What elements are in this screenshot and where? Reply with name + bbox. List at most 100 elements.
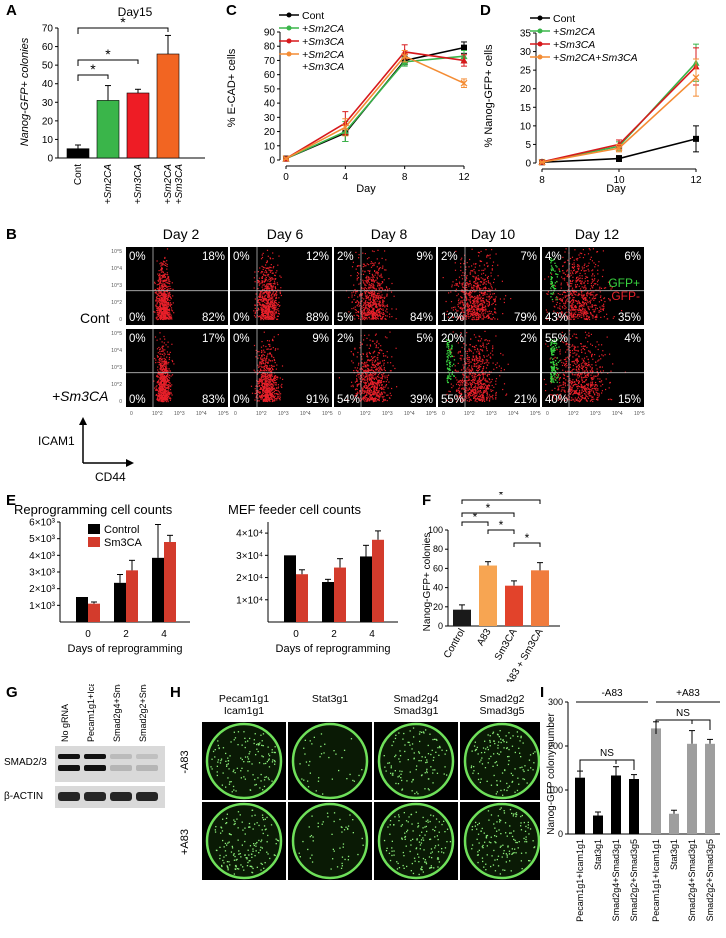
panel-b-dot	[368, 309, 370, 311]
panel-b-dot	[481, 312, 483, 314]
panel-b-dot	[375, 305, 377, 307]
panel-b-dot	[475, 280, 477, 282]
panel-b-dot	[579, 256, 581, 258]
panel-b-dot	[582, 300, 584, 302]
panel-b-dot	[153, 311, 155, 313]
panel-b-dot	[165, 380, 167, 382]
panel-b-ytick-label: 10^4	[111, 348, 122, 354]
panel-b-dot	[573, 269, 575, 271]
panel-b-dot	[266, 315, 268, 317]
panel-b-dot	[466, 284, 468, 286]
panel-b-dot	[156, 339, 158, 341]
panel-b-dot	[163, 380, 165, 382]
panel-b-dot	[165, 396, 167, 398]
panel-b-dot	[479, 281, 481, 283]
panel-b-dot	[358, 362, 360, 364]
panel-b-dot	[160, 293, 162, 295]
panel-b-dot	[380, 318, 382, 320]
panel-b-dot	[269, 393, 271, 395]
panel-b-dot	[567, 274, 569, 276]
panel-b-dot	[587, 312, 589, 315]
panel-b-dot	[264, 287, 266, 289]
panel-b-dot	[495, 253, 497, 255]
panel-b-dot	[583, 305, 585, 307]
panel-b-dot	[259, 391, 261, 393]
panel-b-dot	[475, 308, 477, 310]
panel-b-dot	[494, 318, 496, 320]
panel-b-dot	[265, 374, 267, 376]
panel-b-dot	[571, 287, 574, 289]
panel-b-dot	[571, 300, 573, 302]
panel-b-dot	[160, 392, 162, 394]
panel-b-dot	[267, 378, 270, 380]
panel-b-dot	[266, 261, 268, 263]
panel-b-dot	[277, 376, 279, 378]
panel-b-dot	[160, 377, 162, 379]
panel-b-dot	[583, 294, 585, 296]
panel-b-dot	[258, 298, 260, 301]
panel-b-dot	[273, 266, 275, 268]
panel-b-dot	[579, 280, 581, 282]
panel-b-dot	[464, 287, 467, 289]
panel-b-dot	[165, 312, 167, 314]
panel-b-dot	[162, 364, 164, 367]
panel-b-dot	[372, 314, 374, 316]
panel-b-row-label-cont: Cont	[80, 310, 110, 326]
panel-b-dot	[562, 317, 564, 319]
panel-b-dot	[261, 379, 263, 381]
panel-b-dot	[593, 262, 595, 264]
panel-b-dot	[264, 375, 266, 377]
panel-b-dot	[168, 294, 170, 296]
panel-b-dot	[164, 363, 166, 365]
panel-b-dot	[564, 261, 566, 263]
panel-b-dot	[385, 269, 387, 271]
panel-b-dot	[365, 305, 367, 307]
panel-b-dot	[374, 270, 376, 272]
panel-b-dot	[362, 281, 364, 283]
panel-b-dot	[264, 365, 266, 368]
panel-b-dot	[573, 292, 575, 294]
panel-b-dot	[268, 267, 270, 269]
panel-b-dot	[173, 312, 175, 314]
panel-b-dot	[603, 297, 606, 299]
panel-b-dot	[265, 307, 267, 309]
panel-b-dot	[260, 258, 263, 260]
panel-b-dot	[163, 295, 165, 298]
panel-b-dot	[357, 310, 360, 313]
panel-b-dot	[269, 304, 271, 306]
panel-b-dot	[172, 295, 174, 297]
panel-b-dot	[264, 374, 266, 376]
panel-b-dot	[161, 345, 163, 347]
panel-b-dot	[365, 307, 367, 309]
panel-b-dot	[474, 298, 476, 300]
panel-b-quadrant-lr: 84%	[410, 312, 433, 324]
panel-b-dot	[593, 275, 595, 277]
panel-b-dot	[269, 392, 271, 394]
panel-b-dot	[356, 265, 358, 267]
panel-b-dot	[579, 275, 581, 277]
panel-b-dot	[270, 370, 272, 373]
panel-b-dot	[260, 365, 262, 367]
xtick-label: 10	[613, 175, 625, 186]
panel-b-dot	[369, 302, 372, 304]
panel-b-dot	[157, 319, 159, 321]
panel-b-dot	[164, 284, 166, 286]
panel-b-dot	[156, 348, 159, 350]
panel-b-dot	[378, 300, 380, 302]
panel-b-dot	[481, 281, 483, 283]
panel-b-dot	[450, 291, 452, 293]
panel-b-dot	[491, 303, 493, 306]
panel-b-dot	[548, 316, 550, 318]
panel-b-dot	[377, 297, 380, 299]
panel-b-dot	[157, 313, 160, 315]
panel-b-dot	[571, 266, 573, 268]
panel-b-dot	[375, 303, 377, 305]
panel-b-dot	[489, 254, 491, 256]
panel-b-dot	[163, 310, 165, 312]
panel-b-dot	[486, 314, 488, 316]
panel-b-dot	[582, 257, 584, 259]
panel-b-dot	[357, 277, 360, 279]
panel-b-dot	[155, 394, 157, 396]
panel-b-dot	[262, 362, 264, 364]
panel-b-dot	[259, 296, 261, 298]
